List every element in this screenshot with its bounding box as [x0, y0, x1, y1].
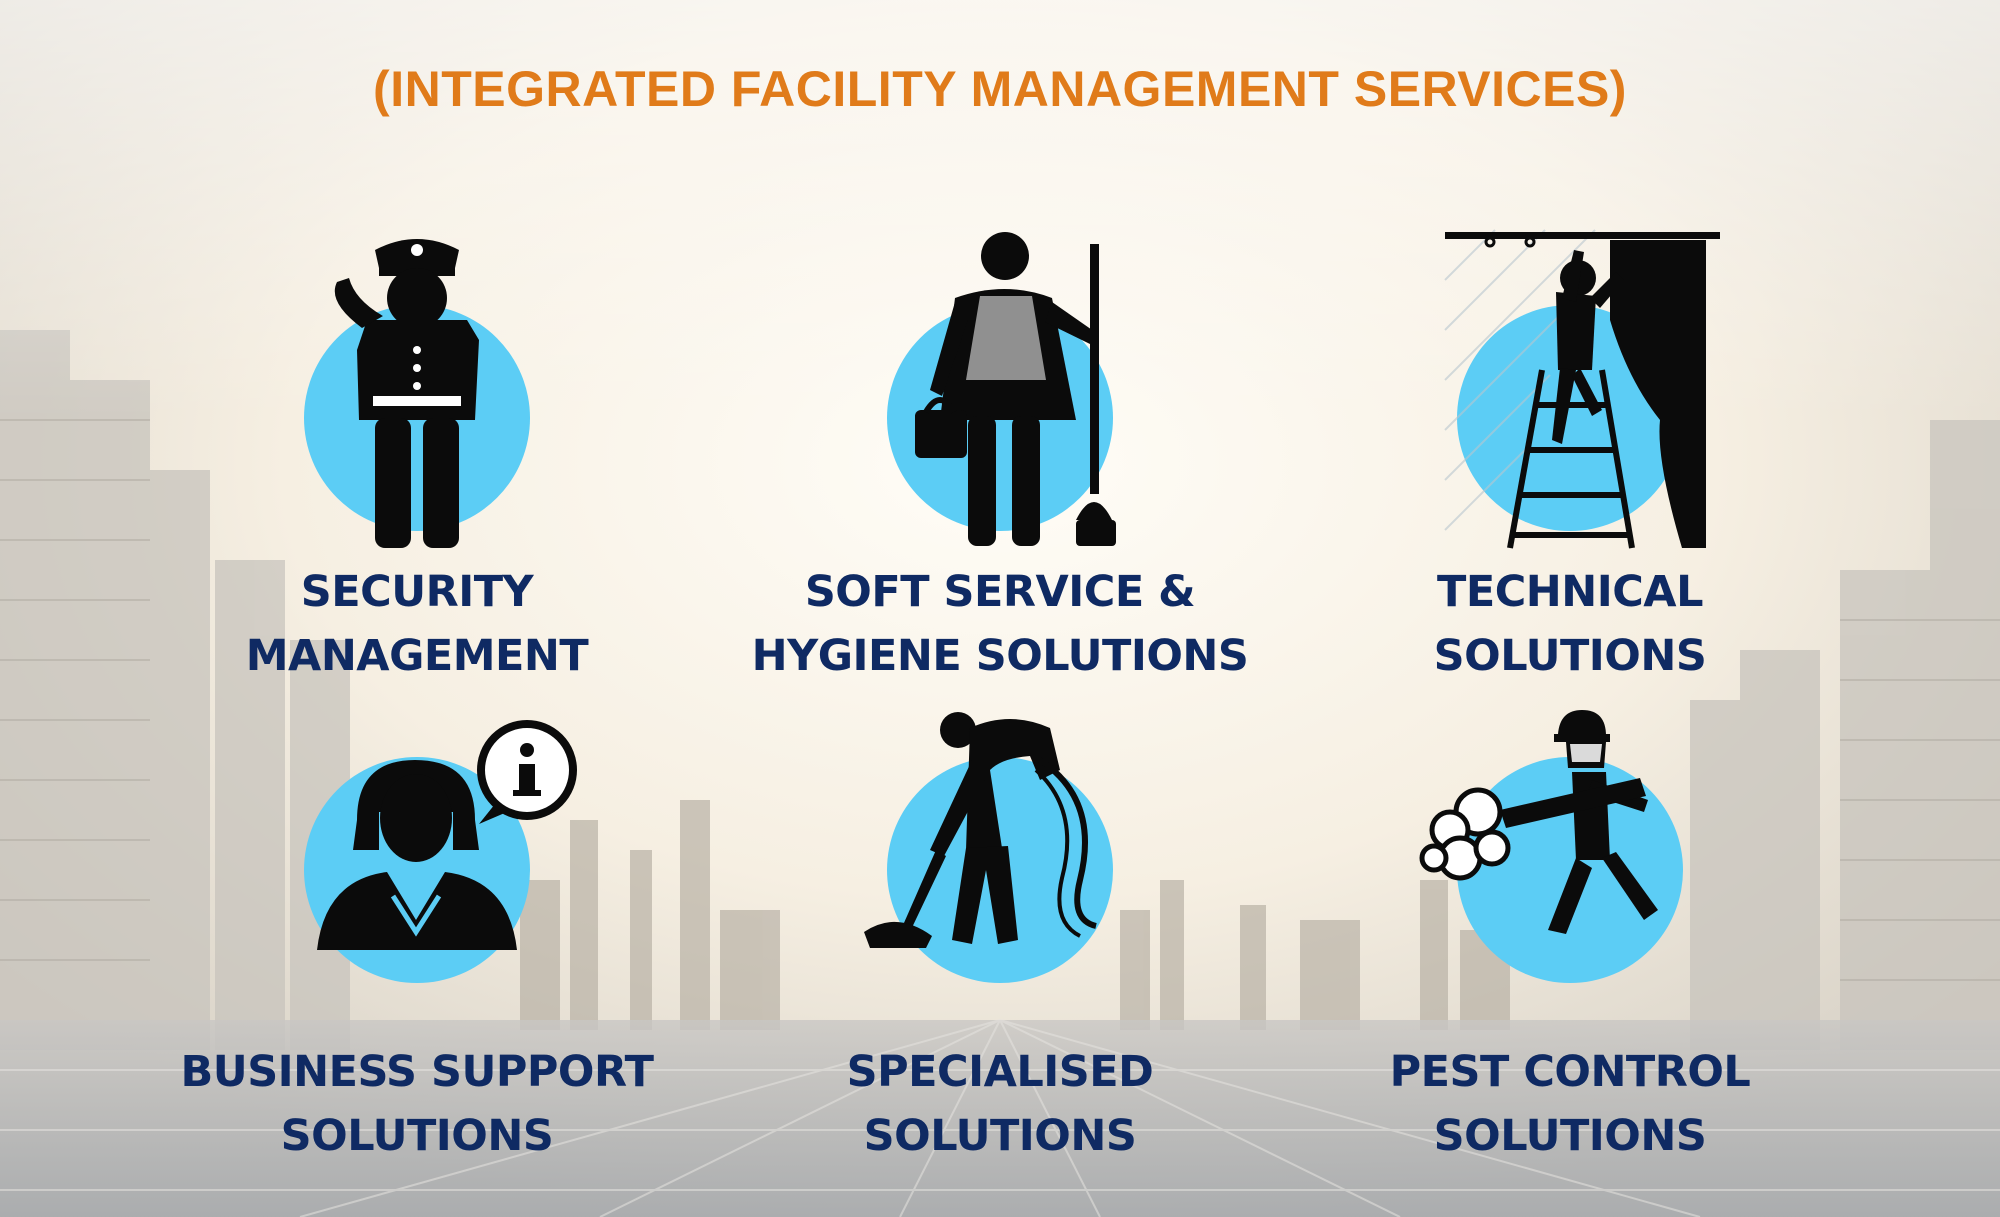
cleaner-with-mop-icon — [887, 232, 1116, 546]
vacuum-cleaning-worker-icon — [864, 712, 1113, 983]
service-technical-solutions: TECHNICAL SOLUTIONS — [1310, 220, 1830, 710]
service-security-management: SECURITY MANAGEMENT — [157, 220, 677, 710]
fumigation-worker-icon — [1419, 710, 1683, 983]
service-label: SPECIALISED SOLUTIONS — [846, 1047, 1154, 1161]
service-specialised-solutions: SPECIALISED SOLUTIONS — [740, 700, 1260, 1190]
service-label: SECURITY MANAGEMENT — [245, 567, 589, 681]
technician-on-ladder-icon — [1444, 229, 1720, 549]
page-heading: (INTEGRATED FACILITY MANAGEMENT SERVICES… — [373, 61, 1627, 117]
service-soft-service-hygiene: SOFT SERVICE & HYGIENE SOLUTIONS — [740, 220, 1260, 710]
service-label: TECHNICAL SOLUTIONS — [1433, 567, 1707, 681]
service-label: PEST CONTROL SOLUTIONS — [1389, 1047, 1751, 1161]
service-business-support: BUSINESS SUPPORT SOLUTIONS — [157, 700, 677, 1190]
security-guard-icon — [304, 239, 530, 548]
spray-cloud-icon — [1419, 787, 1511, 881]
service-pest-control: PEST CONTROL SOLUTIONS — [1310, 700, 1830, 1190]
service-label: BUSINESS SUPPORT SOLUTIONS — [180, 1047, 654, 1161]
receptionist-info-icon — [304, 720, 577, 983]
info-bubble-icon — [477, 720, 577, 824]
service-label: SOFT SERVICE & HYGIENE SOLUTIONS — [751, 567, 1249, 681]
